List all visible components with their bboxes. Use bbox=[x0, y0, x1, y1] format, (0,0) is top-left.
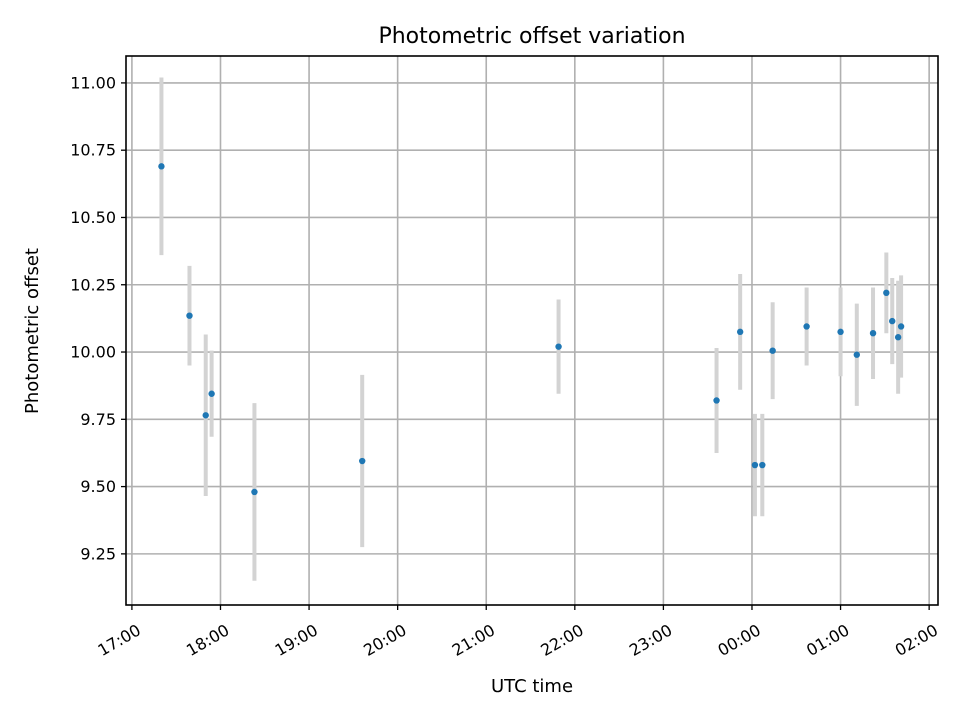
data-point bbox=[751, 461, 759, 469]
data-point bbox=[202, 412, 209, 419]
data-point bbox=[713, 397, 720, 404]
y-tick-label: 10.50 bbox=[70, 208, 116, 227]
data-point bbox=[883, 289, 890, 297]
y-tick-label: 9.75 bbox=[80, 410, 116, 429]
y-axis-ticks: 9.25 9.50 9.75 10.00 10.25 10.50 10.75 11.00 bbox=[70, 73, 126, 563]
y-tick-label: 10.00 bbox=[70, 343, 116, 362]
y-axis-label: Photometric offset bbox=[22, 248, 43, 414]
plot-frame bbox=[125, 55, 939, 606]
data-point bbox=[158, 163, 165, 170]
data-point bbox=[853, 351, 860, 358]
data-point bbox=[186, 312, 193, 319]
data-point bbox=[769, 347, 776, 354]
data-points bbox=[158, 163, 905, 496]
y-tick-label: 10.75 bbox=[70, 141, 116, 160]
data-point bbox=[759, 461, 766, 469]
x-axis-label: UTC time bbox=[491, 676, 573, 697]
data-point bbox=[837, 328, 844, 336]
chart-title: Photometric offset variation bbox=[378, 24, 685, 49]
data-point bbox=[251, 488, 258, 496]
y-tick-label: 9.25 bbox=[80, 544, 116, 563]
y-tick-label: 9.50 bbox=[80, 477, 116, 496]
data-point bbox=[736, 328, 744, 336]
data-point bbox=[359, 457, 366, 465]
grid bbox=[126, 56, 938, 605]
y-tick-label: 10.25 bbox=[70, 275, 116, 294]
y-tick-label: 11.00 bbox=[70, 73, 116, 92]
data-point bbox=[208, 390, 215, 397]
data-point bbox=[894, 334, 902, 341]
data-point bbox=[897, 323, 905, 330]
data-point bbox=[889, 317, 896, 325]
data-point bbox=[555, 343, 562, 350]
data-point bbox=[869, 329, 877, 337]
data-point bbox=[803, 323, 810, 330]
